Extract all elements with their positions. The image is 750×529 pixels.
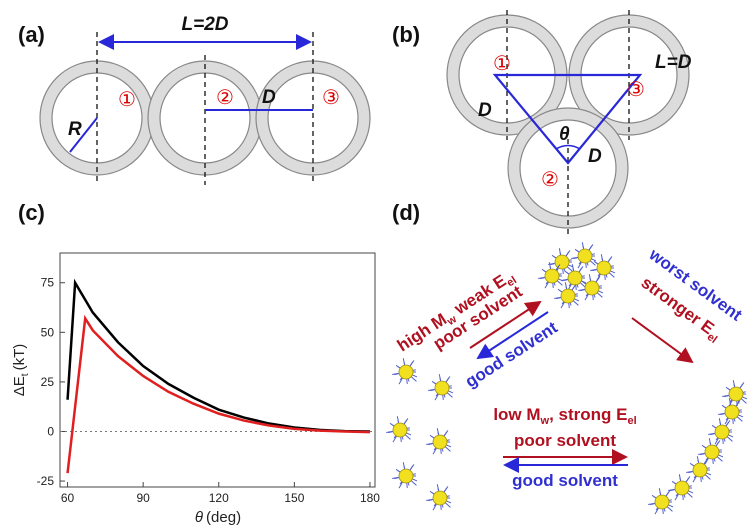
core (692, 462, 708, 478)
text-part: w (540, 415, 550, 427)
nanoparticle (426, 428, 452, 455)
text-part: el (628, 415, 637, 427)
angle-label: θ (559, 124, 570, 145)
core (392, 422, 408, 438)
text-part: low M (493, 405, 540, 424)
nanoparticle (428, 374, 454, 401)
x-tick-label: 60 (61, 491, 75, 505)
x-tick-label: 90 (136, 491, 150, 505)
y-tick-label: 25 (41, 375, 55, 389)
diagram-a: L=2D R D ① ② ③ (39, 14, 371, 185)
y-tick-label: -25 (37, 474, 55, 488)
length-label: L=D (655, 52, 692, 73)
core (704, 444, 720, 460)
core (398, 468, 414, 484)
text-part: , strong E (549, 405, 627, 424)
core (724, 404, 740, 420)
nanoparticle (386, 416, 412, 443)
y-tick-label: 75 (41, 276, 55, 290)
core (554, 254, 570, 270)
core (434, 380, 450, 396)
nanoparticle (590, 254, 616, 281)
arrow (476, 311, 549, 360)
core (577, 248, 593, 264)
y-label-symbol: ΔE (11, 376, 28, 396)
x-label-symbol: θ (195, 509, 203, 526)
data-line (66, 314, 370, 474)
plot-frame (59, 252, 376, 488)
x-tick-label: 120 (209, 491, 229, 505)
nanoparticle (571, 242, 597, 269)
nanoparticle (718, 398, 744, 425)
core (567, 270, 583, 286)
nanoparticle (561, 264, 587, 291)
x-label-unit: (deg) (206, 509, 241, 526)
core (398, 364, 414, 380)
nanoparticle (698, 438, 724, 465)
panel-label: (d) (392, 200, 420, 225)
core (432, 434, 448, 450)
nanoparticle (648, 488, 674, 515)
y-tick-label: 0 (47, 424, 54, 438)
panel-label: (b) (392, 22, 420, 47)
nanoparticle (554, 282, 580, 309)
core (654, 494, 670, 510)
y-tick-label: 50 (41, 325, 55, 339)
nanoparticle (708, 418, 734, 445)
site-label: ② (541, 169, 559, 191)
x-tick-label: 180 (360, 491, 380, 505)
nanoparticle (686, 456, 712, 483)
side-label: D (588, 146, 602, 167)
core (560, 288, 576, 304)
y-label-unit: (kT) (11, 344, 28, 371)
distance-label: D (262, 87, 276, 108)
core (674, 480, 690, 496)
nanoparticle (538, 262, 564, 289)
x-tick-label: 150 (284, 491, 304, 505)
condition-label: low Mw, strong Eel (493, 405, 636, 427)
x-axis-label: θ (deg) (195, 509, 241, 526)
solvent-label: poor solvent (514, 431, 616, 450)
nanoparticle (426, 484, 452, 511)
site-label: ① (493, 53, 511, 75)
core (728, 386, 744, 402)
core (596, 260, 612, 276)
length-label: L=2D (182, 14, 229, 35)
nanoparticle (578, 274, 604, 301)
nanoparticle (668, 474, 694, 501)
side-label: D (478, 100, 492, 121)
core (584, 280, 600, 296)
radius-label: R (68, 119, 82, 140)
y-label-sub: t (20, 373, 31, 376)
panel-label: (a) (18, 22, 45, 47)
plot: 60 90 120 150 180 -25 0 25 50 75 (37, 276, 381, 505)
panel-label: (c) (18, 200, 45, 225)
core (714, 424, 730, 440)
data-line (66, 278, 370, 433)
site-label: ② (216, 87, 234, 109)
y-axis-label: ΔEt (kT) (11, 344, 31, 396)
site-label: ① (118, 89, 136, 111)
nanoparticles (386, 242, 748, 515)
diagram-b: L=D D D θ ① ② ③ (446, 10, 692, 235)
arrow (469, 300, 542, 349)
nanoparticle (392, 462, 418, 489)
core (432, 490, 448, 506)
site-label: ③ (627, 79, 645, 101)
arrow (631, 317, 694, 364)
site-label: ③ (322, 87, 340, 109)
core (544, 268, 560, 284)
solvent-label: good solvent (512, 471, 618, 490)
nanoparticle (722, 380, 748, 407)
nanoparticle (392, 358, 418, 385)
